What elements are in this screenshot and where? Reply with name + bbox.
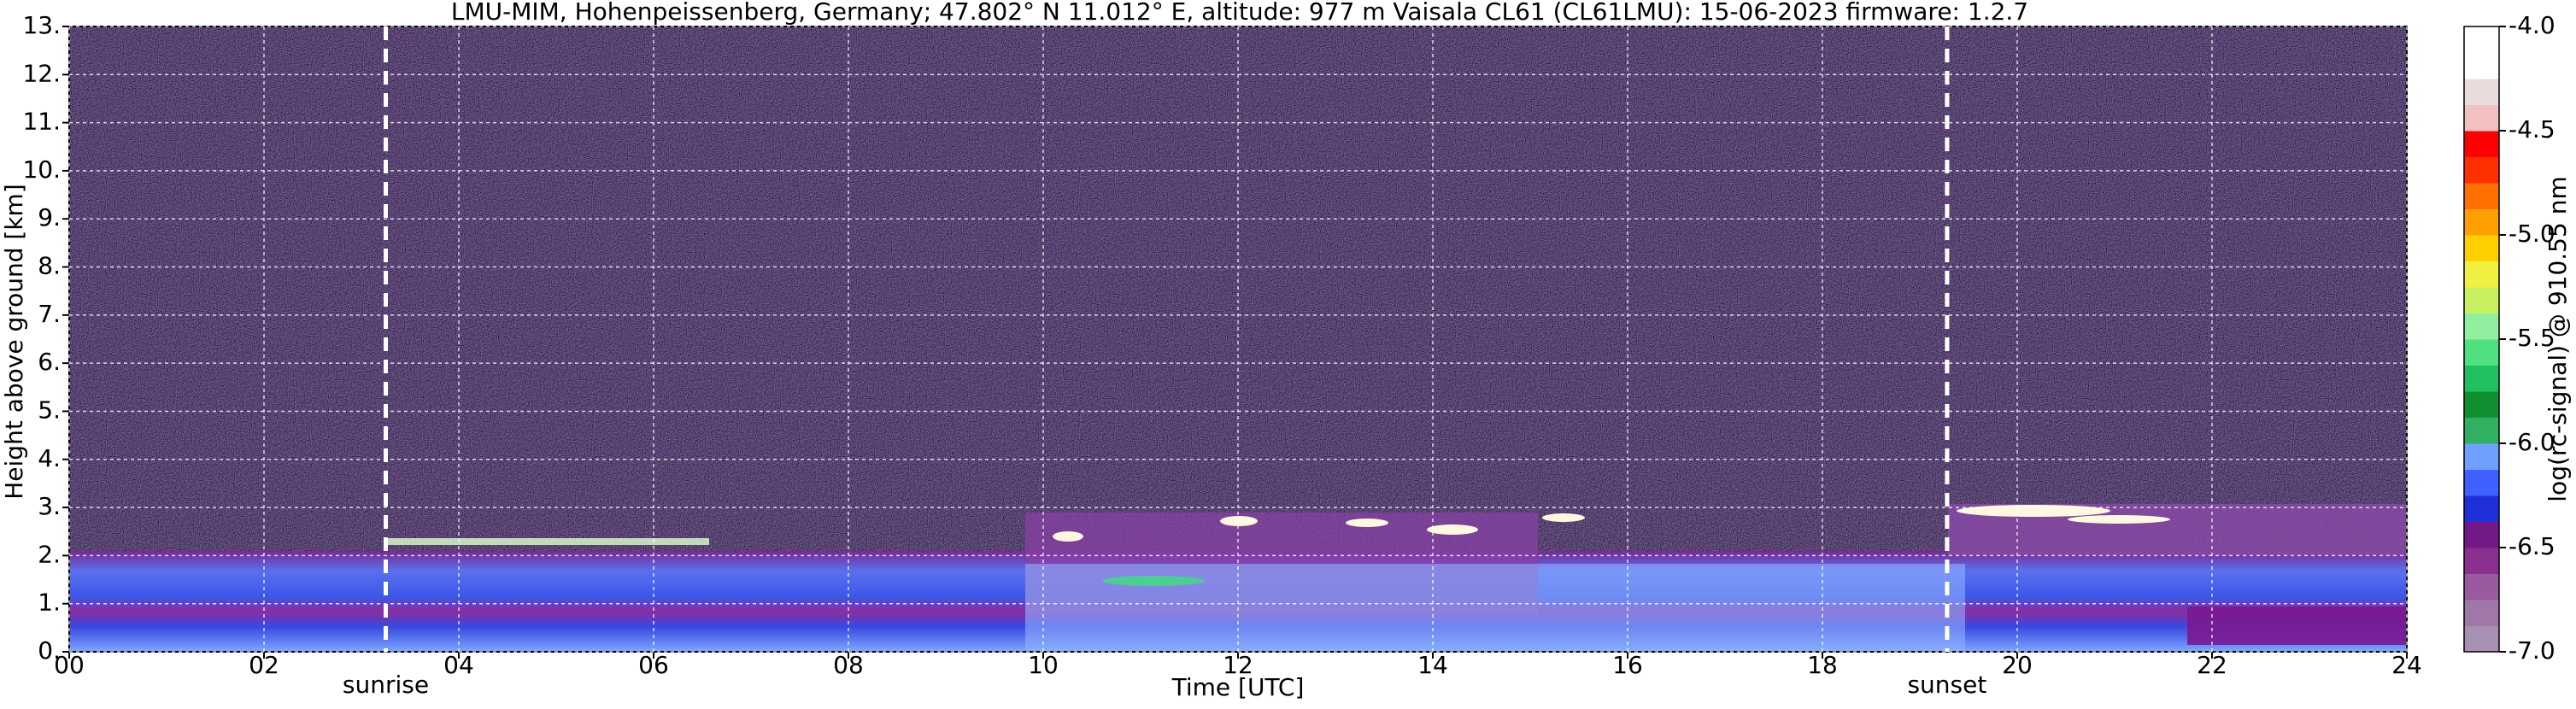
- colorbar-band: [2464, 313, 2499, 340]
- colorbar-tick-label: -4.5: [2509, 115, 2555, 144]
- y-tick-label: 13.: [22, 11, 61, 39]
- colorbar-band: [2464, 208, 2499, 236]
- x-tick-label: 00: [54, 651, 85, 679]
- colorbar-band: [2464, 131, 2499, 157]
- colorbar-band: [2464, 548, 2499, 574]
- y-tick-label: 1.: [38, 589, 61, 617]
- colorbar-band: [2464, 417, 2499, 444]
- x-tick-label: 06: [638, 651, 669, 679]
- colorbar-band: [2464, 625, 2499, 653]
- x-tick-label: 08: [833, 651, 864, 679]
- x-tick-label: 12: [1223, 651, 1253, 679]
- sun-label: sunrise: [343, 671, 429, 699]
- chart-title: LMU-MIM, Hohenpeissenberg, Germany; 47.8…: [451, 0, 2028, 26]
- y-tick-label: 9.: [38, 203, 61, 231]
- x-axis-label: Time [UTC]: [1171, 673, 1305, 701]
- colorbar-tick-label: -6.0: [2509, 428, 2555, 456]
- y-axis-label: Height above ground [km]: [0, 184, 28, 500]
- colorbar-band: [2464, 287, 2499, 313]
- colorbar-band: [2464, 443, 2499, 470]
- colorbar-band: [2464, 26, 2499, 53]
- x-tick-label: 22: [2197, 651, 2227, 679]
- backscatter-image: [69, 26, 2407, 652]
- colorbar-band: [2464, 79, 2499, 105]
- colorbar-tick-label: -5.5: [2509, 324, 2555, 352]
- x-tick-label: 04: [443, 651, 474, 679]
- colorbar-tick-label: -7.0: [2509, 636, 2555, 665]
- colorbar-band: [2464, 365, 2499, 392]
- colorbar-band: [2464, 391, 2499, 418]
- y-tick-label: 11.: [22, 108, 61, 136]
- colorbar-band: [2464, 52, 2499, 79]
- colorbar-tick-label: -4.0: [2509, 11, 2555, 39]
- x-tick-label: 02: [249, 651, 279, 679]
- colorbar-band: [2464, 104, 2499, 132]
- colorbar-band: [2464, 600, 2499, 626]
- y-tick-label: 8.: [38, 252, 61, 280]
- y-tick-label: 6.: [38, 348, 61, 376]
- colorbar-band: [2464, 339, 2499, 366]
- y-tick-label: 4.: [38, 444, 61, 472]
- colorbar-band: [2464, 156, 2499, 184]
- sun-label: sunset: [1907, 671, 1986, 699]
- x-tick-label: 10: [1028, 651, 1059, 679]
- colorbar-band: [2464, 183, 2499, 209]
- y-tick-label: 2.: [38, 540, 61, 568]
- y-tick-label: 0.: [38, 636, 61, 665]
- x-tick-label: 18: [1807, 651, 1838, 679]
- x-tick-label: 14: [1417, 651, 1448, 679]
- y-tick-label: 7.: [38, 300, 61, 328]
- x-tick-label: 24: [2391, 651, 2422, 679]
- y-tick-label: 10.: [22, 155, 61, 184]
- colorbar-band: [2464, 261, 2499, 288]
- y-tick-label: 5.: [38, 396, 61, 424]
- colorbar-tick-label: -6.5: [2509, 532, 2555, 560]
- colorbar-band: [2464, 495, 2499, 522]
- colorbar-band: [2464, 521, 2499, 548]
- colorbar-band: [2464, 235, 2499, 261]
- y-tick-label: 12.: [22, 59, 61, 87]
- colorbar-band: [2464, 469, 2499, 496]
- colorbar-label: log(rc-signal) @ 910.55 nm: [2544, 176, 2572, 501]
- x-tick-label: 20: [2002, 651, 2033, 679]
- y-tick-label: 3.: [38, 492, 61, 520]
- colorbar-band: [2464, 573, 2499, 601]
- colorbar-tick-label: -5.0: [2509, 220, 2555, 248]
- x-tick-label: 16: [1612, 651, 1643, 679]
